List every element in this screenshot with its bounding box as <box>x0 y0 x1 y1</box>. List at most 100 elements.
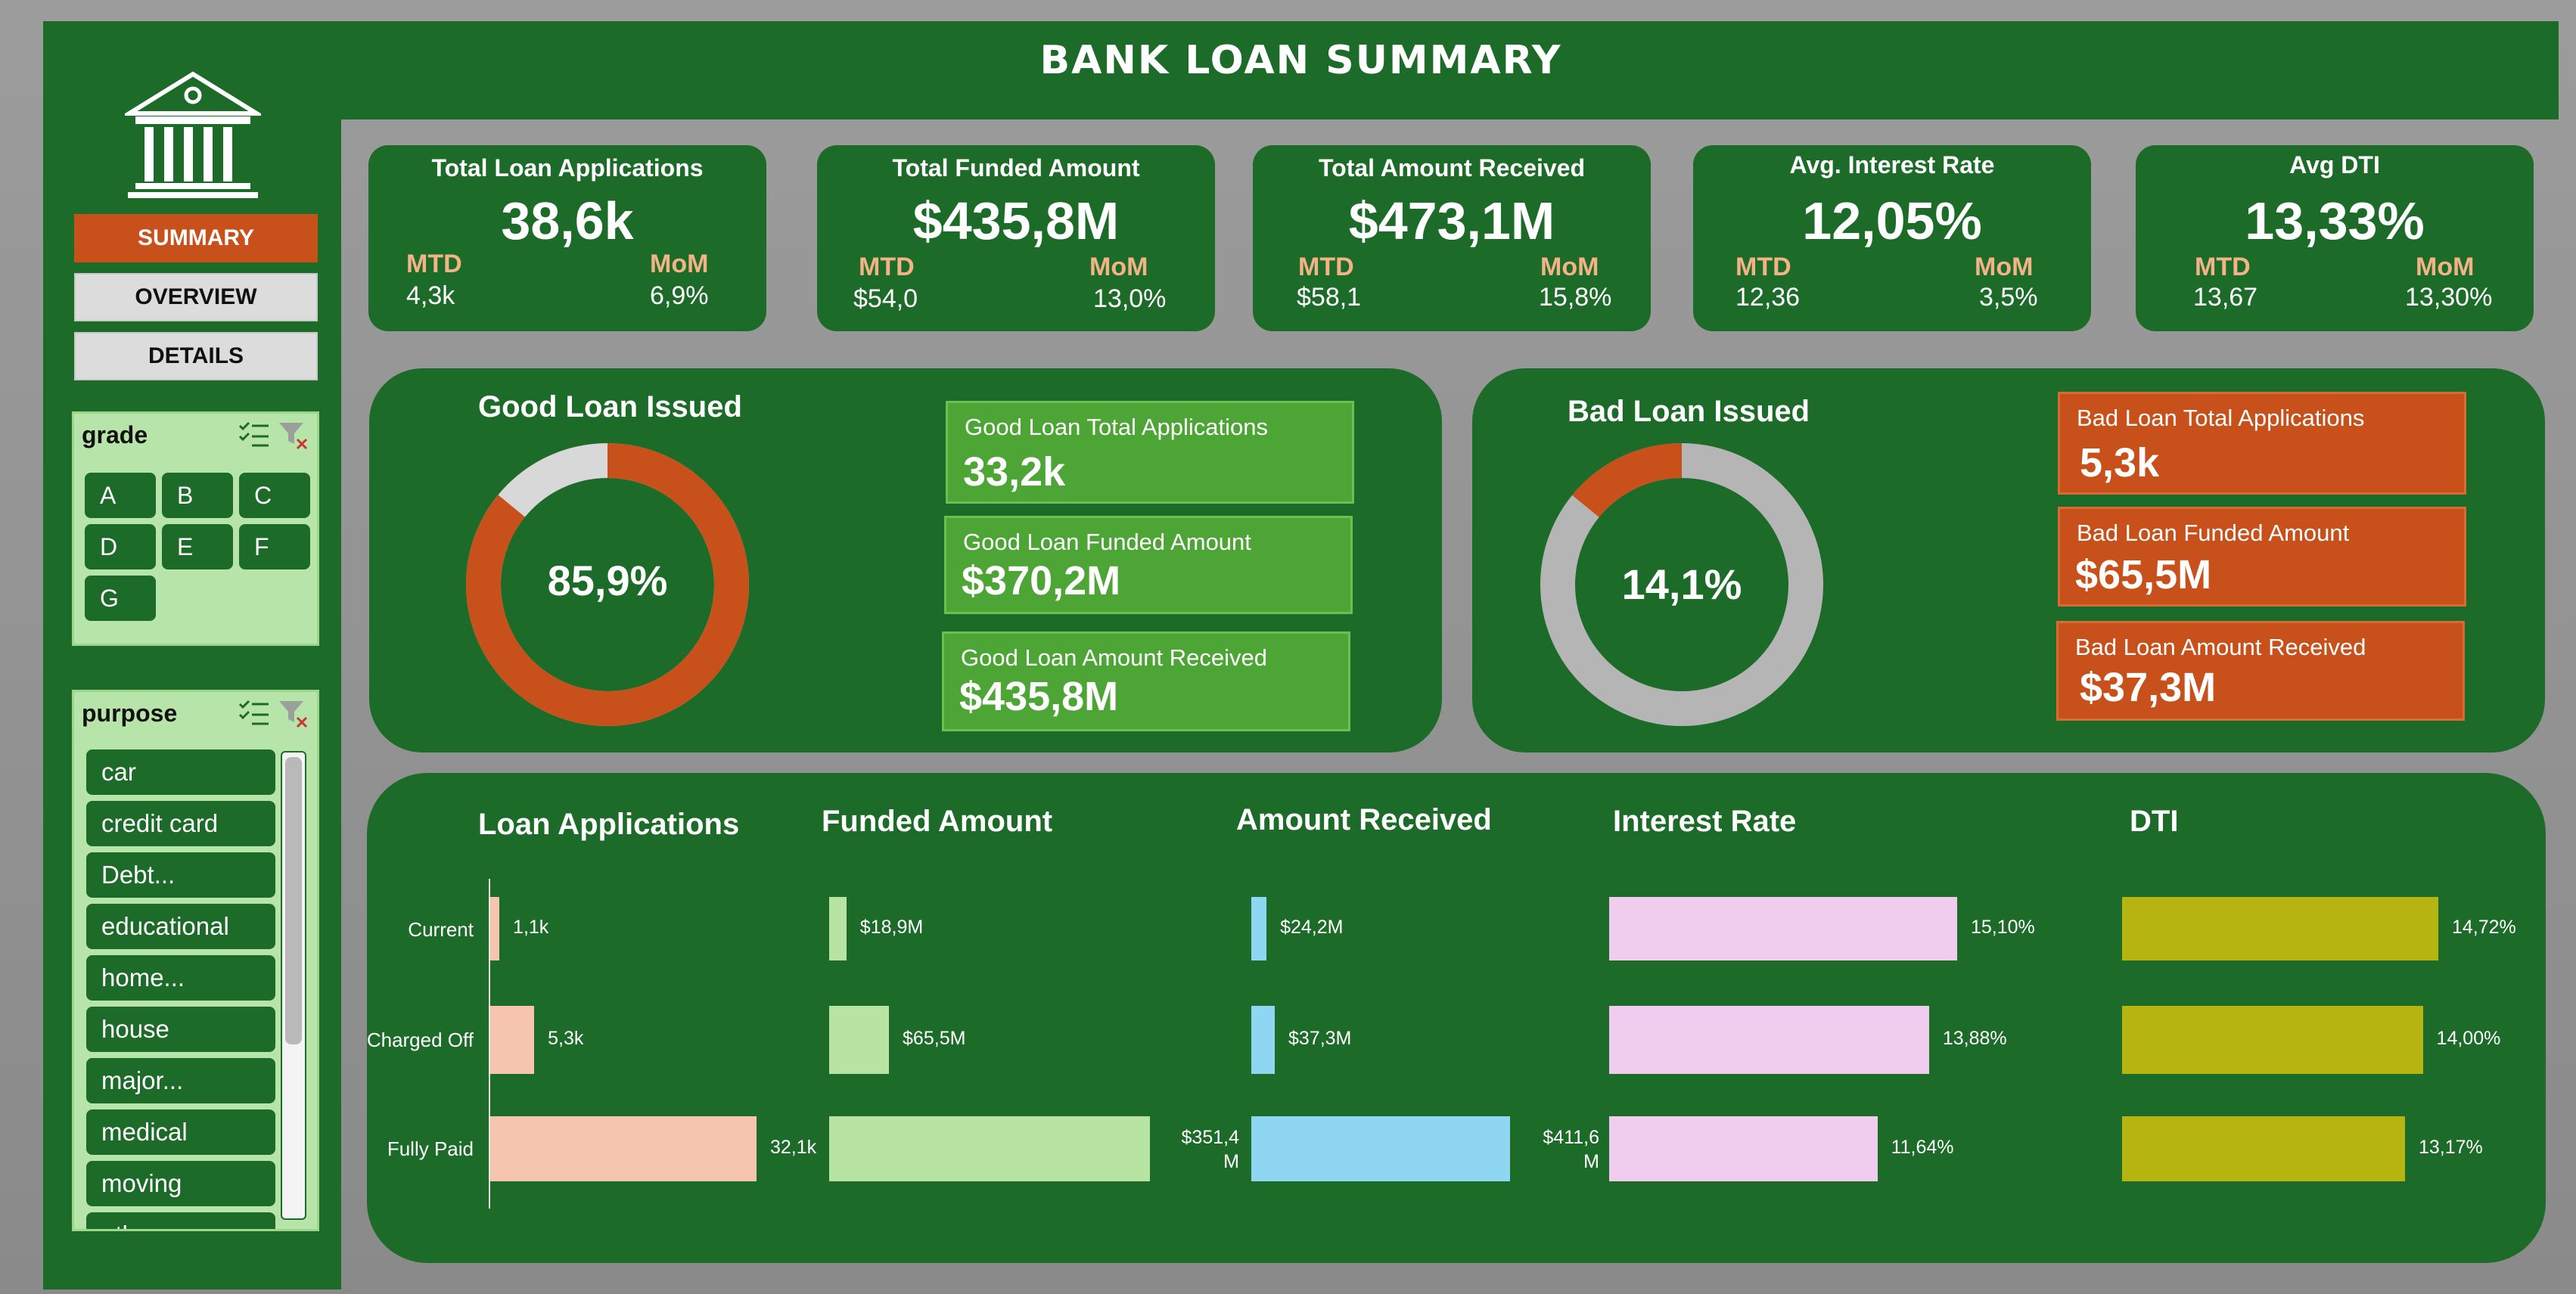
value-label-funded-fully-paid: $351,4 M <box>1181 1127 1239 1172</box>
purpose-chip-debt[interactable]: Debt... <box>86 852 275 898</box>
kpi-value: $435,8M <box>912 191 1120 250</box>
grade-chip-b[interactable]: B <box>162 473 233 518</box>
purpose-chip-major[interactable]: major... <box>86 1058 275 1103</box>
kpi-mom-label: MoM <box>650 250 709 278</box>
kpi-mom-value: 15,8% <box>1539 283 1612 312</box>
summary-button[interactable]: SUMMARY <box>74 214 318 262</box>
clear-filter-icon[interactable] <box>276 420 309 450</box>
kpi-title: Total Funded Amount <box>892 154 1140 182</box>
value-label-interest-fully-paid: 11,64% <box>1891 1137 1954 1158</box>
bar-funded-charged-off <box>829 1006 890 1074</box>
bar-applications-current <box>490 897 500 960</box>
good-loan-title: Good Loan Issued <box>478 390 742 424</box>
value-label-received-charged-off: $37,3M <box>1288 1028 1352 1049</box>
kpi-mtd-label: MTD <box>1735 253 1791 281</box>
kpi-mom-label: MoM <box>1540 253 1599 281</box>
donut-good-arc <box>466 443 749 726</box>
kpi-value: 13,33% <box>2245 191 2425 250</box>
bar-dti-fully-paid <box>2122 1116 2405 1181</box>
grade-chip-f[interactable]: F <box>239 524 310 569</box>
kpi-value: $473,1M <box>1348 191 1555 250</box>
scrollbar-thumb[interactable] <box>285 757 302 1044</box>
kpi-title: Total Loan Applications <box>431 154 704 182</box>
good-loan-percent: 85,9% <box>547 557 668 604</box>
bad-loan-title: Bad Loan Issued <box>1568 395 1810 428</box>
chart-title-loan-applications: Loan Applications <box>478 808 740 841</box>
purpose-scrollbar[interactable] <box>281 751 306 1220</box>
chart-title-dti: DTI <box>2130 805 2179 838</box>
category-label-fully-paid: Fully Paid <box>387 1137 474 1160</box>
kpi-mtd-value: 12,36 <box>1735 283 1801 312</box>
value-label-received-fully-paid: $411,6 M <box>1543 1127 1599 1172</box>
value-label-applications-fully-paid: 32,1k <box>770 1137 817 1158</box>
clear-filter-icon[interactable] <box>276 698 309 728</box>
details-button[interactable]: DETAILS <box>74 332 318 380</box>
value-label-dti-current: 14,72% <box>2452 917 2516 938</box>
purpose-chip-medical[interactable]: medical <box>86 1109 275 1155</box>
purpose-slicer-title: purpose <box>82 699 178 727</box>
bad-loan-applications-card: Bad Loan Total Applications 5,3k <box>2058 392 2466 495</box>
kpi-mtd-label: MTD <box>406 250 462 278</box>
kpi-mtd-value: $58,1 <box>1297 283 1362 312</box>
kpi-mom-label: MoM <box>1089 253 1148 281</box>
bank-icon <box>125 71 261 198</box>
grade-chip-a[interactable]: A <box>85 473 156 518</box>
donut-bad-arc <box>1540 443 1823 726</box>
card-label: Bad Loan Funded Amount <box>2077 520 2350 546</box>
bar-interest-charged-off <box>1609 1006 1929 1074</box>
bar-received-charged-off <box>1251 1006 1275 1074</box>
purpose-chip-educational[interactable]: educational <box>86 904 275 949</box>
purpose-chip-other[interactable]: other <box>86 1212 275 1229</box>
purpose-chip-house[interactable]: house <box>86 1007 275 1052</box>
purpose-chip-credit-card[interactable]: credit card <box>86 801 275 846</box>
purpose-chip-moving[interactable]: moving <box>86 1161 275 1206</box>
value-label-applications-current: 1,1k <box>513 917 549 938</box>
page-title: BANK LOAN SUMMARY <box>1039 38 1562 83</box>
card-value: $435,8M <box>959 674 1119 719</box>
grade-chip-e[interactable]: E <box>162 524 233 569</box>
purpose-chip-home[interactable]: home... <box>86 955 275 1001</box>
value-label-funded-charged-off: $65,5M <box>903 1028 966 1049</box>
kpi-title: Avg DTI <box>2289 151 2380 178</box>
purpose-chip-car[interactable]: car <box>86 749 275 795</box>
good-loan-received-card: Good Loan Amount Received $435,8M <box>942 631 1350 731</box>
grade-chip-d[interactable]: D <box>85 524 156 569</box>
multi-select-icon[interactable] <box>237 420 270 450</box>
bar-received-current <box>1251 897 1267 960</box>
kpi-mtd-value: 13,67 <box>2193 283 2258 312</box>
value-label-interest-current: 15,10% <box>1971 917 2035 938</box>
bar-applications-fully-paid <box>490 1116 757 1181</box>
grade-chip-c[interactable]: C <box>239 473 310 518</box>
card-value: $370,2M <box>962 558 1121 604</box>
card-label: Good Loan Funded Amount <box>963 529 1251 555</box>
good-loan-funded-card: Good Loan Funded Amount $370,2M <box>944 516 1353 614</box>
bar-interest-current <box>1609 897 1957 960</box>
kpi-title: Avg. Interest Rate <box>1789 151 1995 178</box>
kpi-avg-dti: Avg DTI 13,33% MTD 13,67 MoM 13,30% <box>2136 145 2534 331</box>
value-label-received-current: $24,2M <box>1280 917 1344 938</box>
card-value: 5,3k <box>2080 440 2160 486</box>
value-label-funded-current: $18,9M <box>859 917 924 938</box>
bad-loan-received-card: Bad Loan Amount Received $37,3M <box>2056 621 2465 721</box>
category-label-charged-off: Charged Off <box>366 1029 474 1051</box>
overview-button[interactable]: OVERVIEW <box>74 273 318 321</box>
kpi-mom-value: 13,30% <box>2405 283 2493 312</box>
header-bar <box>43 21 2559 119</box>
value-label-applications-charged-off: 5,3k <box>548 1028 584 1049</box>
chart-title-interest-rate: Interest Rate <box>1613 805 1797 838</box>
multi-select-icon[interactable] <box>237 698 270 728</box>
value-label-dti-charged-off: 14,00% <box>2436 1028 2501 1049</box>
chart-title-funded-amount: Funded Amount <box>822 805 1053 838</box>
kpi-mom-label: MoM <box>2416 253 2475 281</box>
kpi-mtd-value: $54,0 <box>853 284 918 313</box>
bar-dti-current <box>2122 897 2438 960</box>
grade-slicer-title: grade <box>82 420 148 448</box>
grade-chip-g[interactable]: G <box>85 576 156 621</box>
kpi-mom-label: MoM <box>1975 253 2034 281</box>
purpose-slicer: purpose car credit card Debt... educatio… <box>72 690 319 1231</box>
kpi-mtd-value: 4,3k <box>406 281 455 310</box>
value-label-dti-fully-paid: 13,17% <box>2418 1137 2483 1158</box>
kpi-value: 12,05% <box>1802 191 1982 250</box>
bad-loan-funded-card: Bad Loan Funded Amount $65,5M <box>2058 507 2466 607</box>
good-loan-donut <box>466 443 749 726</box>
